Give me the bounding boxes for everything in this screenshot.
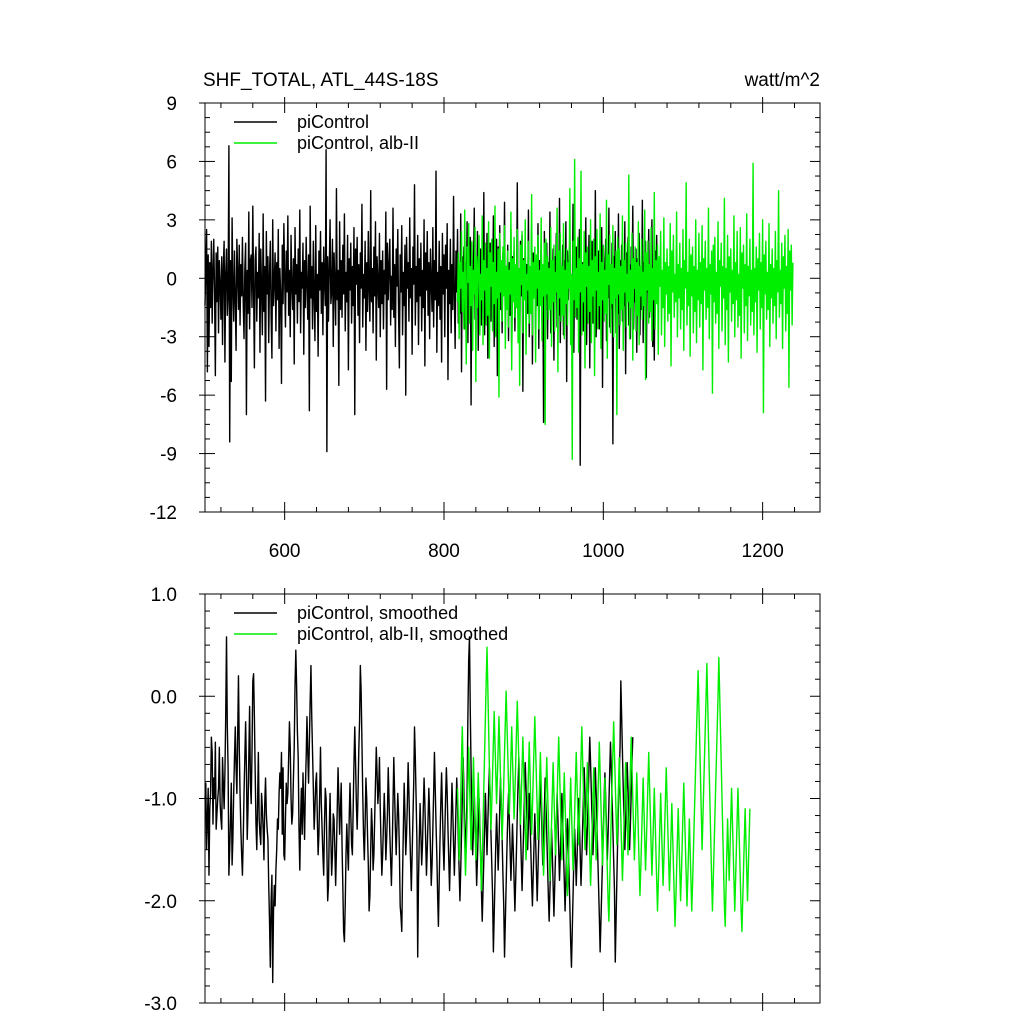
y-tick-label: -3 [160, 328, 177, 349]
top-panel: -12 -9 -6 -3 0 3 6 9 600 800 1000 1200 piControlpiCo… [150, 70, 821, 562]
y-tick-label: 0 [166, 269, 177, 290]
x-tick-label: 1000 [582, 541, 624, 562]
legend-label-1: piControl, alb-II [297, 133, 419, 153]
series-line-1 [456, 158, 794, 461]
units-label: watt/m^2 [744, 70, 820, 91]
legend-label-0: piControl, smoothed [297, 603, 458, 623]
legend-label-0: piControl [297, 112, 369, 132]
y-tick-label: -1.0 [144, 790, 177, 811]
y-tick-label: -9 [160, 445, 177, 466]
y-tick-label: -2.0 [144, 892, 177, 913]
y-tick-label: -6 [160, 386, 177, 407]
plot-frame [204, 593, 821, 1004]
y-tick-label: 6 [166, 152, 177, 173]
series-line-1 [456, 646, 751, 933]
y-tick-label: 3 [166, 211, 177, 232]
x-tick-label: 600 [269, 541, 301, 562]
legend-label-1: piControl, alb-II, smoothed [297, 624, 508, 644]
bottom-panel: -3.0 -2.0 -1.0 0.0 1.0 piControl, smoothedpiC… [144, 585, 821, 1015]
y-tick-label: 0.0 [151, 687, 177, 708]
series-line-0 [204, 636, 634, 984]
chart-title: SHF_TOTAL, ATL_44S-18S [203, 70, 439, 91]
x-tick-label: 1200 [742, 541, 784, 562]
y-tick-label: 9 [166, 94, 177, 115]
y-tick-label: -12 [150, 503, 177, 524]
y-tick-label: -3.0 [144, 994, 177, 1015]
y-tick-label: 1.0 [151, 585, 177, 606]
x-tick-label: 800 [428, 541, 460, 562]
